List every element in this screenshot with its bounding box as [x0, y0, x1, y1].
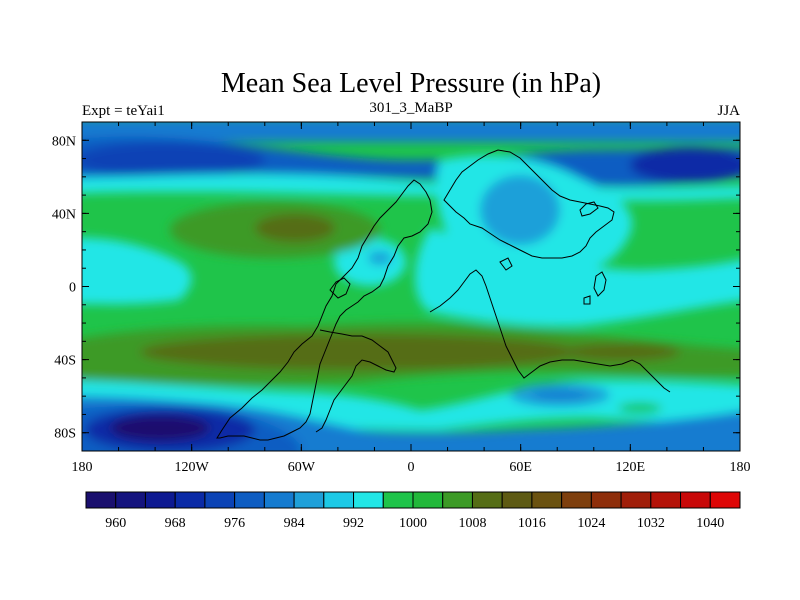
colorbar-box [204, 491, 236, 509]
antarctic-low-center [110, 415, 210, 441]
colorbar-box [471, 491, 503, 509]
colorbar-box [234, 491, 265, 509]
colorbar-box [709, 491, 741, 509]
x-tick-label: 60W [288, 460, 316, 475]
y-tick-label: 40N [52, 207, 76, 222]
colorbar-label: 960 [105, 516, 126, 531]
colorbar-label: 992 [343, 516, 364, 531]
tropical-cyan [415, 228, 740, 327]
atlantic-low [368, 251, 392, 265]
y-tick-label: 80N [52, 134, 76, 149]
coastline-islands-c [583, 295, 591, 305]
colorbar: 960 968 976 984 992 1000 1008 1016 1024 1032 1040 [85, 491, 741, 531]
continental-low [480, 175, 560, 245]
center-string: 301_3_MaBP [369, 100, 452, 116]
colorbar-box [263, 491, 295, 509]
y-axis: 80N 40N 0 40S 80S [52, 134, 740, 442]
colorbar-label: 1000 [399, 516, 427, 531]
coastline-mid-continent [315, 329, 397, 433]
coastline-northern-landmass [443, 149, 615, 259]
southern-high-core-2 [560, 343, 680, 361]
left-string: Expt = teYai1 [82, 103, 165, 119]
subantarctic-green-islet [618, 403, 662, 413]
coastline-islands-e [499, 257, 513, 271]
colorbar-box [412, 491, 444, 509]
x-tick-label: 120E [616, 460, 646, 475]
colorbar-box [680, 491, 711, 509]
colorbar-box [353, 491, 384, 509]
colorbar-box [85, 491, 117, 509]
colorbar-box [115, 491, 146, 509]
coastline-islands-b [593, 271, 607, 297]
colorbar-box [174, 491, 206, 509]
colorbar-label: 976 [224, 516, 245, 531]
colorbar-box [590, 491, 622, 509]
band-north-polar [82, 122, 740, 142]
equatorial-cyan-west [82, 237, 192, 305]
y-tick-label: 0 [69, 281, 76, 296]
north-high-core [255, 214, 335, 242]
colorbar-box [501, 491, 533, 509]
coastline-islands-a [579, 201, 599, 217]
map-field [82, 122, 740, 451]
coastline-west-continent [216, 179, 433, 441]
colorbar-label: 1016 [518, 516, 546, 531]
colorbar-box [620, 491, 652, 509]
chart-title: Mean Sea Level Pressure (in hPa) [221, 68, 601, 99]
x-tick-label: 180 [730, 460, 751, 475]
coastline-islands-d [329, 277, 351, 299]
pressure-contours [82, 122, 740, 451]
subantarctic-low-core [530, 390, 590, 400]
atlantic-cyan [334, 238, 406, 286]
x-axis: 180 120W 60W 0 60E 120E 180 [72, 122, 751, 475]
low-west-core [82, 142, 265, 178]
colorbar-box [144, 491, 176, 509]
colorbar-box [442, 491, 473, 509]
colorbar-label: 1032 [637, 516, 665, 531]
colorbar-label: 984 [284, 516, 305, 531]
low-east-core [630, 147, 740, 183]
coastlines [216, 149, 671, 441]
x-tick-label: 0 [408, 460, 415, 475]
y-tick-label: 80S [54, 427, 76, 442]
colorbar-label: 1008 [458, 516, 486, 531]
southern-high-core [140, 334, 580, 370]
y-tick-label: 40S [54, 354, 76, 369]
x-tick-label: 60E [509, 460, 532, 475]
colorbar-label: 1040 [696, 516, 724, 531]
colorbar-box [323, 491, 355, 509]
colorbar-label: 968 [165, 516, 186, 531]
colorbar-box [293, 491, 325, 509]
colorbar-box [531, 491, 563, 509]
x-tick-label: 180 [72, 460, 93, 475]
colorbar-box [650, 491, 682, 509]
colorbar-box [561, 491, 592, 509]
colorbar-label: 1024 [577, 516, 605, 531]
right-string: JJA [717, 103, 740, 119]
colorbar-box [382, 491, 414, 509]
x-tick-label: 120W [175, 460, 210, 475]
band-northern-lows [82, 136, 740, 187]
coastline-east-continent [429, 269, 671, 393]
